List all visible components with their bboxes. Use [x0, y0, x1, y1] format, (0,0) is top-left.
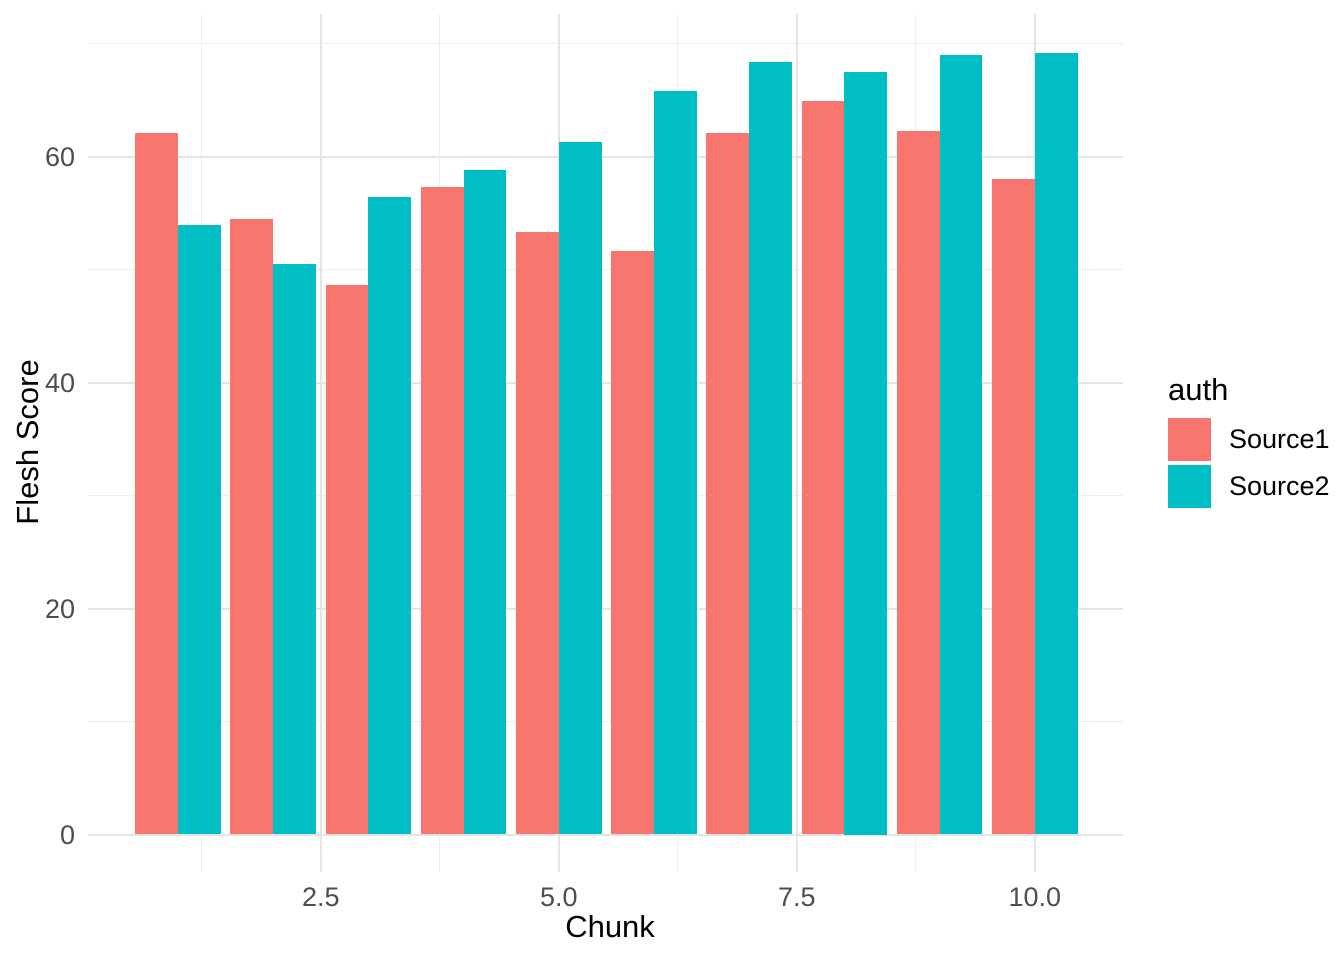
legend-item-source1: Source1: [1168, 418, 1330, 461]
y-axis-title: Flesh Score: [10, 359, 45, 525]
bar-source2-chunk-10: [1034, 52, 1078, 835]
x-tick-label: 2.5: [302, 882, 340, 912]
y-tick-label: 40: [44, 367, 75, 398]
y-tick-label: 60: [44, 141, 75, 172]
x-tick-label: 5.0: [540, 882, 578, 912]
bar-source1-chunk-2: [230, 218, 274, 835]
bar-source1-chunk-7: [706, 132, 750, 835]
bar-source1-chunk-3: [325, 285, 369, 835]
bar-source1-chunk-9: [896, 130, 940, 835]
bar-source1-chunk-5: [516, 232, 559, 835]
plot-panel: [88, 14, 1123, 872]
y-minor-gridline: [88, 43, 1123, 44]
legend-title: auth: [1168, 372, 1229, 407]
bar-source1-chunk-4: [420, 187, 464, 835]
bar-source2-chunk-2: [273, 263, 316, 835]
bar-source1-chunk-1: [135, 132, 178, 835]
legend-swatch-source1-icon: [1168, 418, 1211, 461]
bar-source2-chunk-5: [558, 141, 602, 835]
legend-item-source2: Source2: [1168, 465, 1330, 508]
bar-source2-chunk-9: [939, 54, 983, 835]
y-major-gridline: [88, 833, 1123, 836]
bar-source2-chunk-3: [368, 197, 412, 835]
x-tick-label: 10.0: [1008, 882, 1062, 912]
bar-source2-chunk-4: [463, 170, 507, 835]
y-major-gridline: [88, 607, 1123, 610]
x-tick-label: 7.5: [778, 882, 816, 912]
y-minor-gridline: [88, 269, 1123, 270]
x-axis-title: Chunk: [565, 909, 655, 944]
bar-source2-chunk-7: [749, 61, 792, 835]
x-major-gridline: [319, 14, 322, 872]
y-major-gridline: [88, 155, 1123, 158]
y-major-gridline: [88, 381, 1123, 384]
legend: auth Source1 Source2: [1168, 372, 1330, 512]
y-tick-label: 20: [44, 593, 75, 624]
bar-source1-chunk-8: [801, 101, 845, 835]
y-minor-gridline: [88, 721, 1123, 722]
y-tick-label: 0: [59, 819, 75, 850]
legend-label-source1: Source1: [1229, 424, 1330, 454]
bar-source2-chunk-6: [654, 90, 697, 835]
bar-source1-chunk-6: [611, 251, 654, 835]
y-minor-gridline: [88, 495, 1123, 496]
legend-label-source2: Source2: [1229, 471, 1330, 501]
bar-source2-chunk-8: [844, 71, 888, 835]
legend-swatch-source2-icon: [1168, 465, 1211, 508]
bar-source1-chunk-10: [992, 179, 1035, 835]
x-major-gridline: [795, 14, 798, 872]
bar-source2-chunk-1: [178, 225, 221, 835]
